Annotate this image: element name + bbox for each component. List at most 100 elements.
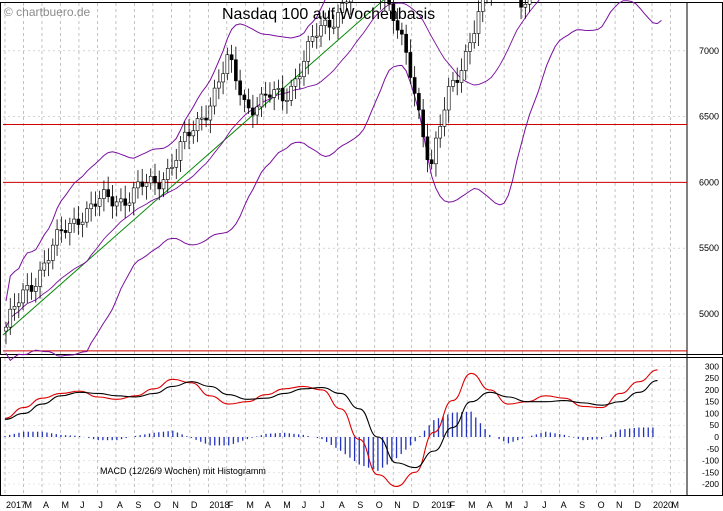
candle-body [46, 260, 51, 264]
candle-body [119, 198, 123, 203]
x-tick-label: J [302, 500, 307, 510]
x-tick-label: D [413, 500, 420, 510]
candle-body [421, 109, 425, 138]
candle-body [148, 175, 153, 184]
candle-body [408, 52, 413, 78]
x-tick-label: F [228, 500, 234, 510]
candle-body [297, 76, 302, 80]
candle-body [212, 87, 217, 107]
candle-body [21, 289, 25, 304]
macd-tick-label: 0 [714, 432, 719, 442]
candle-body [289, 85, 294, 101]
candle-body [285, 100, 289, 102]
candle-body [106, 189, 110, 197]
watermark: © chartbuero.de [4, 5, 91, 19]
candle-body [323, 19, 328, 26]
macd-tick-label: 50 [710, 420, 720, 430]
candle-body [191, 130, 196, 137]
candle-body [527, 0, 532, 5]
candle-body [157, 182, 162, 190]
x-tick-label: 2018 [209, 500, 229, 510]
candle-body [451, 79, 455, 87]
candle-body [395, 20, 400, 31]
trendline [2, 0, 385, 336]
macd-tick-label: 200 [705, 385, 719, 395]
candle-body [519, 0, 523, 8]
x-tick-label: 2019 [431, 500, 451, 510]
candle-body [310, 36, 315, 42]
macd-histogram [4, 411, 654, 471]
x-tick-label: S [579, 500, 585, 510]
candle-body [319, 25, 323, 37]
macd-line [4, 369, 658, 487]
macd-tick-label: 100 [705, 408, 719, 418]
candle-body [123, 198, 127, 206]
candle-body [225, 54, 230, 75]
candle-body [306, 41, 311, 62]
x-tick-label: S [135, 500, 141, 510]
candle-body [387, 0, 391, 5]
x-tick-label: M [246, 500, 254, 510]
candle-body [472, 33, 477, 44]
candle-body [59, 229, 64, 232]
x-tick-label: J [524, 500, 529, 510]
candle-body [131, 187, 136, 204]
candle-body [523, 3, 528, 8]
candle-body [404, 33, 408, 53]
candle-body [127, 202, 132, 206]
macd-label: MACD (12/26/9 Wochen) mit Histogramm [100, 466, 266, 476]
candle-body [55, 229, 59, 246]
candle-body [80, 221, 85, 225]
candle-body [446, 86, 451, 111]
candle-body [412, 77, 417, 94]
candle-body [25, 285, 30, 291]
x-tick-label: N [172, 500, 179, 510]
macd-tick-label: -150 [702, 467, 719, 477]
candle-body [391, 3, 396, 21]
candle-body [217, 81, 221, 89]
candle-body [434, 137, 438, 165]
x-tick-label: A [43, 500, 49, 510]
candle-body [204, 117, 208, 121]
candle-body [468, 42, 472, 52]
x-tick-label: A [339, 500, 345, 510]
x-tick-label: N [616, 500, 623, 510]
x-tick-label: M [24, 500, 32, 510]
candle-body [174, 160, 179, 168]
candle-body [102, 189, 106, 199]
x-tick-label: F [450, 500, 456, 510]
candle-body [459, 70, 464, 83]
candle-body [463, 51, 468, 71]
candle-body [42, 262, 47, 271]
candle-body [442, 109, 447, 127]
candle-body [336, 12, 340, 28]
candle-body [480, 0, 485, 12]
candle-body [400, 29, 404, 35]
candle-body [161, 179, 166, 190]
candle-body [302, 61, 306, 77]
x-tick-label: 2020 [653, 500, 673, 510]
x-tick-label: A [561, 500, 567, 510]
candle-body [417, 93, 421, 111]
candle-body [331, 26, 336, 29]
x-tick-label: J [542, 500, 547, 510]
candle-body [187, 131, 191, 137]
candle-body [33, 286, 38, 292]
candle-body [344, 1, 349, 4]
price-tick-label: 7000 [699, 46, 719, 56]
candle-body [38, 269, 42, 287]
candle-body [72, 218, 76, 224]
x-tick-label: J [320, 500, 325, 510]
candle-body [476, 11, 481, 34]
x-tick-label: A [117, 500, 123, 510]
candle-body [327, 19, 332, 28]
x-tick-label: M [505, 500, 513, 510]
candle-body [8, 308, 13, 328]
macd-tick-label: -100 [702, 456, 719, 466]
candle-body [314, 35, 319, 38]
price-tick-label: 5500 [699, 243, 719, 253]
candle-body [110, 196, 115, 207]
candle-body [238, 80, 242, 96]
candle-body [178, 141, 183, 161]
